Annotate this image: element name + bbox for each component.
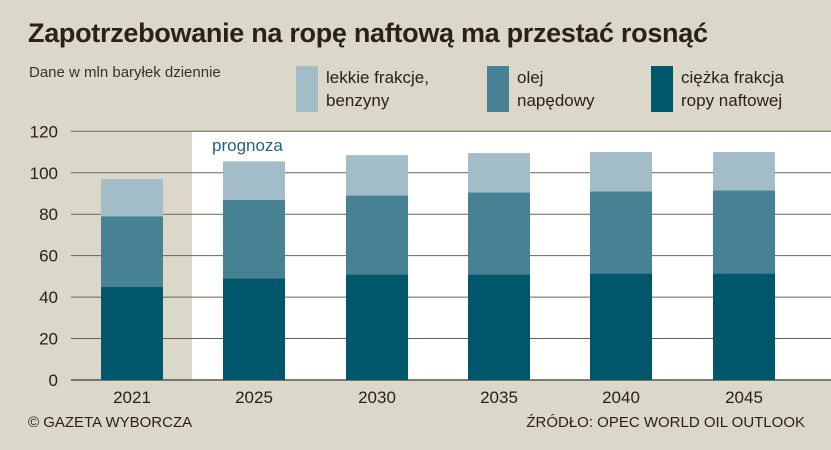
bar-segment	[713, 152, 775, 191]
legend-item-light: lekkie frakcje, benzyny	[296, 66, 451, 112]
chart-title: Zapotrzebowanie na ropę naftową ma przes…	[28, 18, 708, 48]
legend-label: ciężka frakcja	[681, 68, 784, 87]
bar-segment	[590, 152, 652, 192]
x-tick-label: 2045	[725, 388, 763, 407]
bar-segment	[590, 191, 652, 274]
forecast-label: prognoza	[212, 136, 283, 155]
y-tick-label: 60	[39, 247, 58, 266]
legend-swatch	[651, 66, 673, 112]
legend-item-dark: ciężka frakcja ropy naftowej	[651, 66, 806, 112]
bar-segment	[223, 278, 285, 380]
y-tick-label: 100	[30, 164, 58, 183]
bar-segment	[101, 216, 163, 287]
x-tick-label: 2030	[358, 388, 396, 407]
x-tick-label: 2021	[113, 388, 151, 407]
bar-segment	[346, 274, 408, 380]
legend-label: ropy naftowej	[681, 91, 783, 110]
bar-segment	[713, 190, 775, 274]
bar-segment	[223, 199, 285, 279]
bar-segment	[468, 192, 530, 275]
legend-label: benzyny	[326, 91, 390, 110]
x-tick-label: 2035	[480, 388, 518, 407]
y-tick-label: 120	[30, 122, 58, 141]
legend-swatch	[296, 66, 318, 112]
bar-segment	[468, 274, 530, 380]
legend-item-mid: olej napędowy	[487, 66, 642, 112]
bar-segment	[346, 195, 408, 275]
bar-segment	[223, 161, 285, 200]
bar-segment	[101, 178, 163, 217]
legend-swatch	[487, 66, 509, 112]
bar-segment	[590, 273, 652, 380]
y-tick-label: 40	[39, 288, 58, 307]
x-tick-label: 2040	[602, 388, 640, 407]
x-tick-label: 2025	[235, 388, 273, 407]
bar-segment	[346, 155, 408, 196]
credit: © GAZETA WYBORCZA	[28, 414, 193, 431]
bar-segment	[101, 286, 163, 380]
chart-subtitle: Dane w mln baryłek dziennie	[29, 64, 221, 81]
y-tick-label: 20	[39, 330, 58, 349]
y-tick-label: 80	[39, 205, 58, 224]
legend-label: napędowy	[517, 91, 595, 110]
legend-label: olej	[517, 68, 544, 87]
bar-segment	[468, 153, 530, 193]
legend-label: lekkie frakcje,	[326, 68, 429, 87]
y-tick-label: 0	[49, 371, 58, 390]
bar-segment	[713, 273, 775, 380]
source: ŹRÓDŁO: OPEC WORLD OIL OUTLOOK	[526, 414, 805, 431]
